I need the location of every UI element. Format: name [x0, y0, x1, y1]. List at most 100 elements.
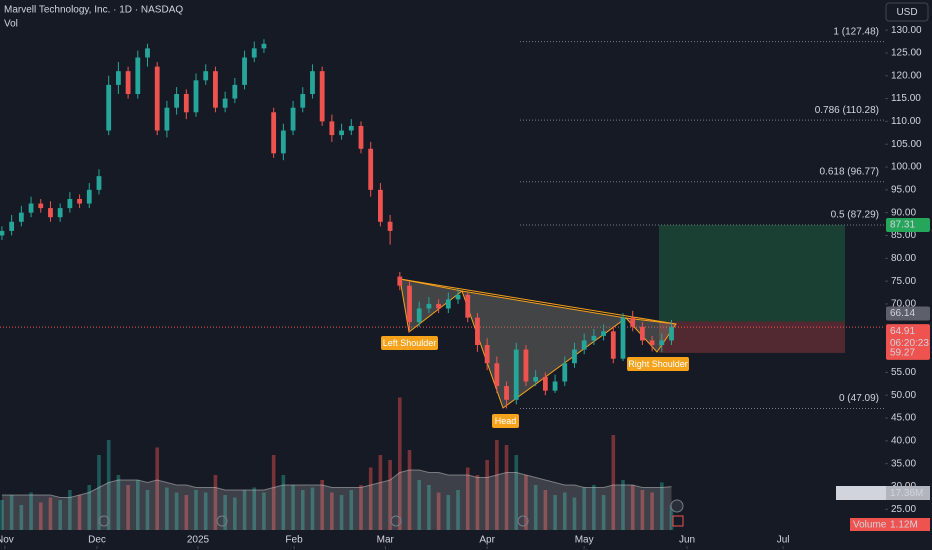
candle-body [0, 230, 5, 236]
label-box [381, 336, 438, 350]
y-tick-label: 35.00 [891, 458, 916, 469]
candle-body [484, 345, 490, 364]
countdown: 06:20:23 [890, 338, 929, 349]
event-icon [517, 515, 529, 527]
candle-body [9, 221, 15, 231]
price-tag [886, 324, 930, 351]
candle-body [145, 48, 150, 58]
y-tick-label: 75.00 [891, 276, 916, 287]
y-tick-label: 40.00 [891, 435, 916, 446]
candle-body [77, 198, 82, 204]
legend-box [886, 486, 930, 500]
volume-bar [213, 475, 218, 530]
candle-body [106, 84, 112, 131]
candle-body [533, 376, 539, 382]
volume-bar [533, 485, 538, 530]
candle-body [213, 71, 218, 108]
y-tick-label: 105.00 [891, 139, 922, 150]
candle-body [358, 125, 364, 149]
volume-bar [126, 485, 130, 530]
candle-body [222, 98, 228, 108]
candle-body [174, 94, 180, 108]
indicator-label: Vol [4, 19, 18, 30]
y-tick-label: 120.00 [891, 70, 922, 81]
volume-bar [407, 450, 412, 530]
target-zone [659, 224, 845, 322]
event-icon [216, 515, 228, 527]
price-tag-label: 66.14 [890, 308, 915, 319]
candle-body [455, 294, 461, 300]
fib-label: 0.786 (110.28) [815, 105, 879, 116]
candle-body [601, 331, 606, 336]
volume-bar [339, 495, 344, 530]
currency[interactable]: USD [896, 7, 917, 18]
legend-box [850, 518, 886, 531]
candle-body [465, 294, 471, 318]
volume-bar [58, 500, 62, 530]
x-tick-label: Jun [679, 535, 695, 546]
volume-bar [135, 480, 140, 530]
volume-bar [106, 440, 111, 530]
currency-button[interactable] [885, 2, 929, 22]
volume-bar [9, 495, 14, 530]
volume-bar [553, 495, 557, 530]
price-tag-label: 64.91 [890, 326, 915, 337]
candle-body [261, 43, 267, 49]
volume-bar [38, 502, 43, 530]
volume-ma-line [1, 469, 672, 498]
y-tick-label: 25.00 [891, 504, 916, 515]
volume-bar [398, 397, 402, 530]
y-tick-label: 90.00 [891, 207, 916, 218]
x-tick-label: 2025 [187, 535, 210, 546]
volume-bar [330, 492, 334, 530]
legend-label: Volume [853, 520, 887, 531]
volume-bar [155, 447, 160, 530]
volume-bar [0, 500, 4, 530]
candle-body [164, 107, 170, 131]
volume-bar [19, 505, 24, 530]
candle-body [135, 57, 141, 95]
price-tag [886, 217, 930, 232]
volume-bar [582, 487, 586, 530]
candle-body [96, 176, 102, 190]
volume-bar [465, 467, 470, 530]
fib-label: 1 (127.48) [833, 26, 879, 37]
volume-bar [640, 490, 645, 530]
neckline [399, 278, 677, 325]
y-tick-label: 115.00 [891, 93, 921, 104]
candle-body [48, 208, 53, 218]
candle-body [475, 317, 480, 346]
candle-body [232, 84, 238, 99]
candle-body [57, 208, 63, 218]
candle-body [436, 303, 442, 309]
candle-body [387, 221, 393, 231]
volume-bar [592, 485, 596, 530]
event-icon [672, 515, 684, 527]
event-icon [98, 515, 110, 527]
volume-bar [194, 490, 198, 530]
candle-body [300, 94, 306, 108]
volume-bar [223, 495, 227, 530]
volume-bar [669, 505, 674, 530]
y-tick-label: 80.00 [891, 253, 916, 264]
volume-bar [427, 485, 431, 530]
candle-body [552, 381, 558, 391]
volume-bar [262, 492, 266, 530]
candle-body [630, 317, 636, 327]
fib-label: 0.618 (96.77) [820, 166, 880, 177]
candle-body [67, 198, 73, 209]
candle-body [659, 340, 665, 346]
pattern: Left Shoulder Head Right Shoulder [381, 278, 689, 428]
candle-body [445, 299, 451, 309]
legend-label: Volume MA [840, 488, 891, 499]
flash-icon [670, 499, 684, 513]
candle-body [407, 285, 412, 323]
candle-body [310, 71, 315, 95]
candle-body [504, 386, 509, 400]
price-tag [886, 345, 930, 360]
legend-value: 1.12M [890, 520, 918, 531]
candle-body [193, 80, 199, 113]
event-icons [98, 515, 684, 527]
volume-bar [378, 455, 383, 530]
